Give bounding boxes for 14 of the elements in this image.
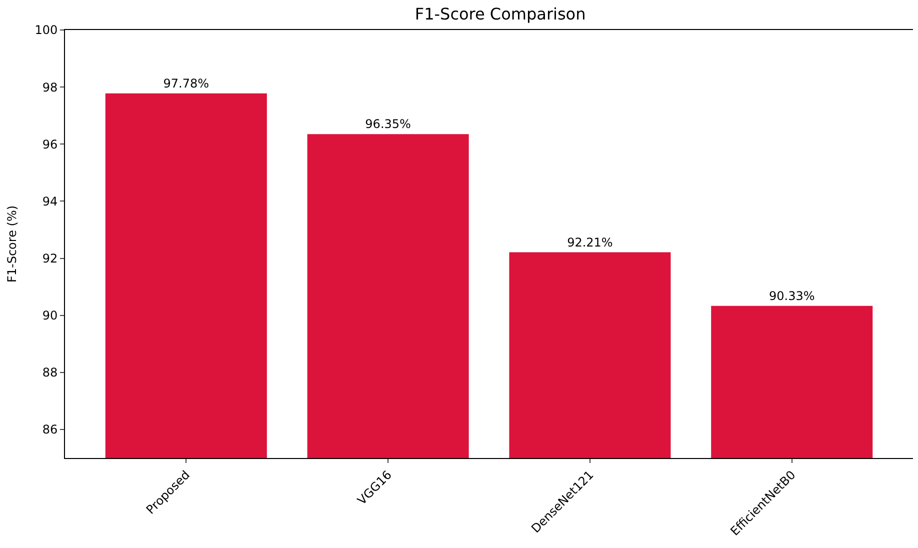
y-tick-label: 98 [42,80,58,94]
y-tick-label: 90 [42,308,58,323]
y-tick-label: 94 [42,194,58,208]
data-label: 97.78% [163,76,210,90]
y-tick-label: 100 [34,23,58,38]
y-tick-label: 88 [42,366,58,380]
y-tick-label: 92 [42,251,58,266]
data-label: 90.33% [768,288,815,303]
chart-title: F1-Score Comparison [414,4,586,24]
data-label: 92.21% [567,235,613,250]
y-tick-label: 96 [42,137,58,152]
y-tick-label: 86 [42,422,58,437]
y-axis-title: F1-Score (%) [4,205,19,283]
data-label: 96.35% [365,117,411,132]
